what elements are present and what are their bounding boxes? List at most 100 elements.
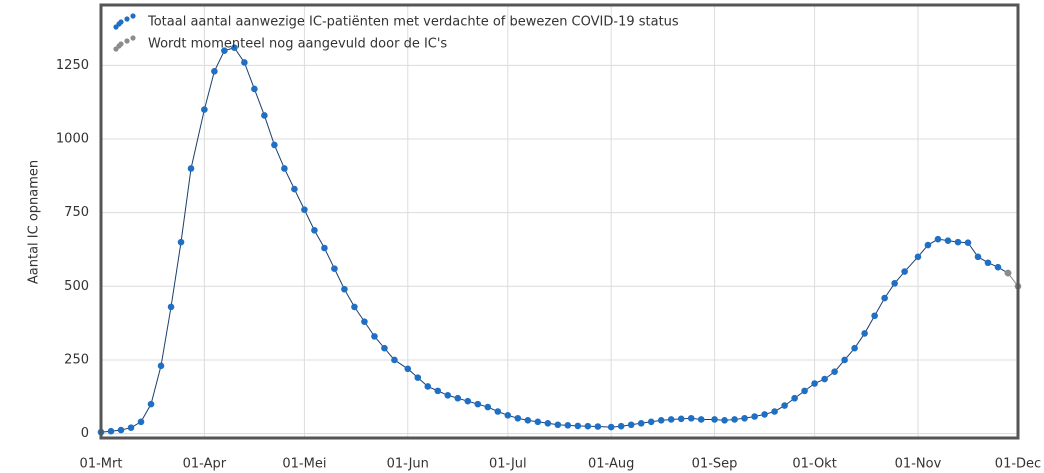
x-tick-label: 01-Mei <box>282 457 326 472</box>
data-point <box>731 416 738 423</box>
data-point <box>414 374 422 381</box>
data-point <box>424 383 432 390</box>
data-point <box>861 330 868 337</box>
legend-marker <box>124 38 130 44</box>
data-point <box>647 418 655 426</box>
legend-marker <box>116 43 122 49</box>
data-point <box>741 414 748 422</box>
data-point <box>711 416 718 423</box>
grid <box>100 5 1019 438</box>
data-point <box>311 227 318 234</box>
data-point <box>831 368 838 376</box>
data-point <box>791 394 798 402</box>
data-point <box>771 408 778 415</box>
data-point <box>241 59 248 66</box>
data-point <box>564 422 572 429</box>
y-tick-label: 1250 <box>56 58 89 73</box>
data-point <box>761 411 768 418</box>
x-tick-label: 01-Jul <box>489 457 527 472</box>
data-point <box>544 419 552 427</box>
data-point <box>167 303 175 311</box>
data-point <box>974 253 982 261</box>
data-point <box>1004 269 1012 277</box>
marks <box>97 44 1022 436</box>
data-point <box>627 421 635 429</box>
data-point <box>221 47 228 54</box>
data-point <box>984 259 992 267</box>
data-point <box>584 422 592 430</box>
data-point <box>494 408 502 415</box>
data-point <box>434 387 442 395</box>
data-point <box>127 424 135 431</box>
data-point <box>594 423 602 430</box>
data-point <box>891 280 898 287</box>
x-tick-label: 01-Aug <box>588 457 634 472</box>
legend-marker <box>130 35 136 41</box>
data-point <box>954 238 962 246</box>
x-tick-label: 01-Dec <box>995 457 1041 472</box>
data-point <box>781 402 788 409</box>
x-tick-label: 01-Jun <box>387 457 429 472</box>
data-point <box>281 165 288 172</box>
data-point <box>964 239 972 247</box>
x-tick-label: 01-Apr <box>183 457 227 472</box>
y-tick-label: 750 <box>64 205 89 220</box>
data-point <box>657 417 665 424</box>
data-point <box>361 318 368 325</box>
y-tick-label: 250 <box>64 352 89 367</box>
data-point <box>454 394 462 402</box>
data-point <box>811 380 818 387</box>
plot-frame <box>99 3 1020 440</box>
x-tick-label: 01-Okt <box>792 457 836 472</box>
legend-marker <box>124 16 130 22</box>
data-point <box>901 268 908 275</box>
data-point <box>994 263 1002 271</box>
x-tick-label: 01-Mrt <box>80 457 123 472</box>
data-point <box>341 285 348 293</box>
data-point <box>117 426 125 434</box>
y-tick-label: 1000 <box>56 132 89 147</box>
legend-label: Totaal aantal aanwezige IC-patiënten met… <box>147 15 679 30</box>
data-point <box>211 67 218 75</box>
data-point <box>841 356 848 364</box>
plot-area <box>101 5 1018 438</box>
data-point <box>617 422 625 430</box>
data-point <box>687 414 695 422</box>
data-point <box>391 356 398 364</box>
data-point <box>351 303 358 311</box>
data-point <box>107 427 115 435</box>
data-point <box>914 253 922 261</box>
data-point <box>301 206 308 214</box>
data-point <box>534 418 542 426</box>
data-point <box>484 403 492 411</box>
x-tick-label: 01-Sep <box>692 457 738 472</box>
data-point <box>291 185 298 193</box>
x-tick-label: 01-Nov <box>895 457 942 472</box>
data-point <box>404 365 412 373</box>
data-point <box>944 237 952 244</box>
legend-label: Wordt momenteel nog aangevuld door de IC… <box>148 37 447 52</box>
data-point <box>147 400 155 408</box>
legend-marker <box>130 13 136 19</box>
data-point <box>464 397 472 405</box>
data-point <box>321 244 328 252</box>
data-point <box>751 413 758 420</box>
data-point <box>574 422 582 430</box>
data-point <box>137 418 145 426</box>
data-point <box>504 412 512 419</box>
data-point <box>271 141 278 149</box>
data-point <box>697 416 705 423</box>
data-point <box>524 417 532 424</box>
data-point <box>924 241 932 249</box>
data-point <box>607 423 615 431</box>
data-point <box>801 387 808 395</box>
data-point <box>554 421 562 429</box>
data-point <box>331 265 338 272</box>
data-point <box>474 400 482 408</box>
data-point <box>201 106 208 113</box>
data-point <box>821 375 828 383</box>
data-point <box>881 294 888 302</box>
y-tick-label: 500 <box>64 279 89 294</box>
data-point <box>677 415 685 423</box>
